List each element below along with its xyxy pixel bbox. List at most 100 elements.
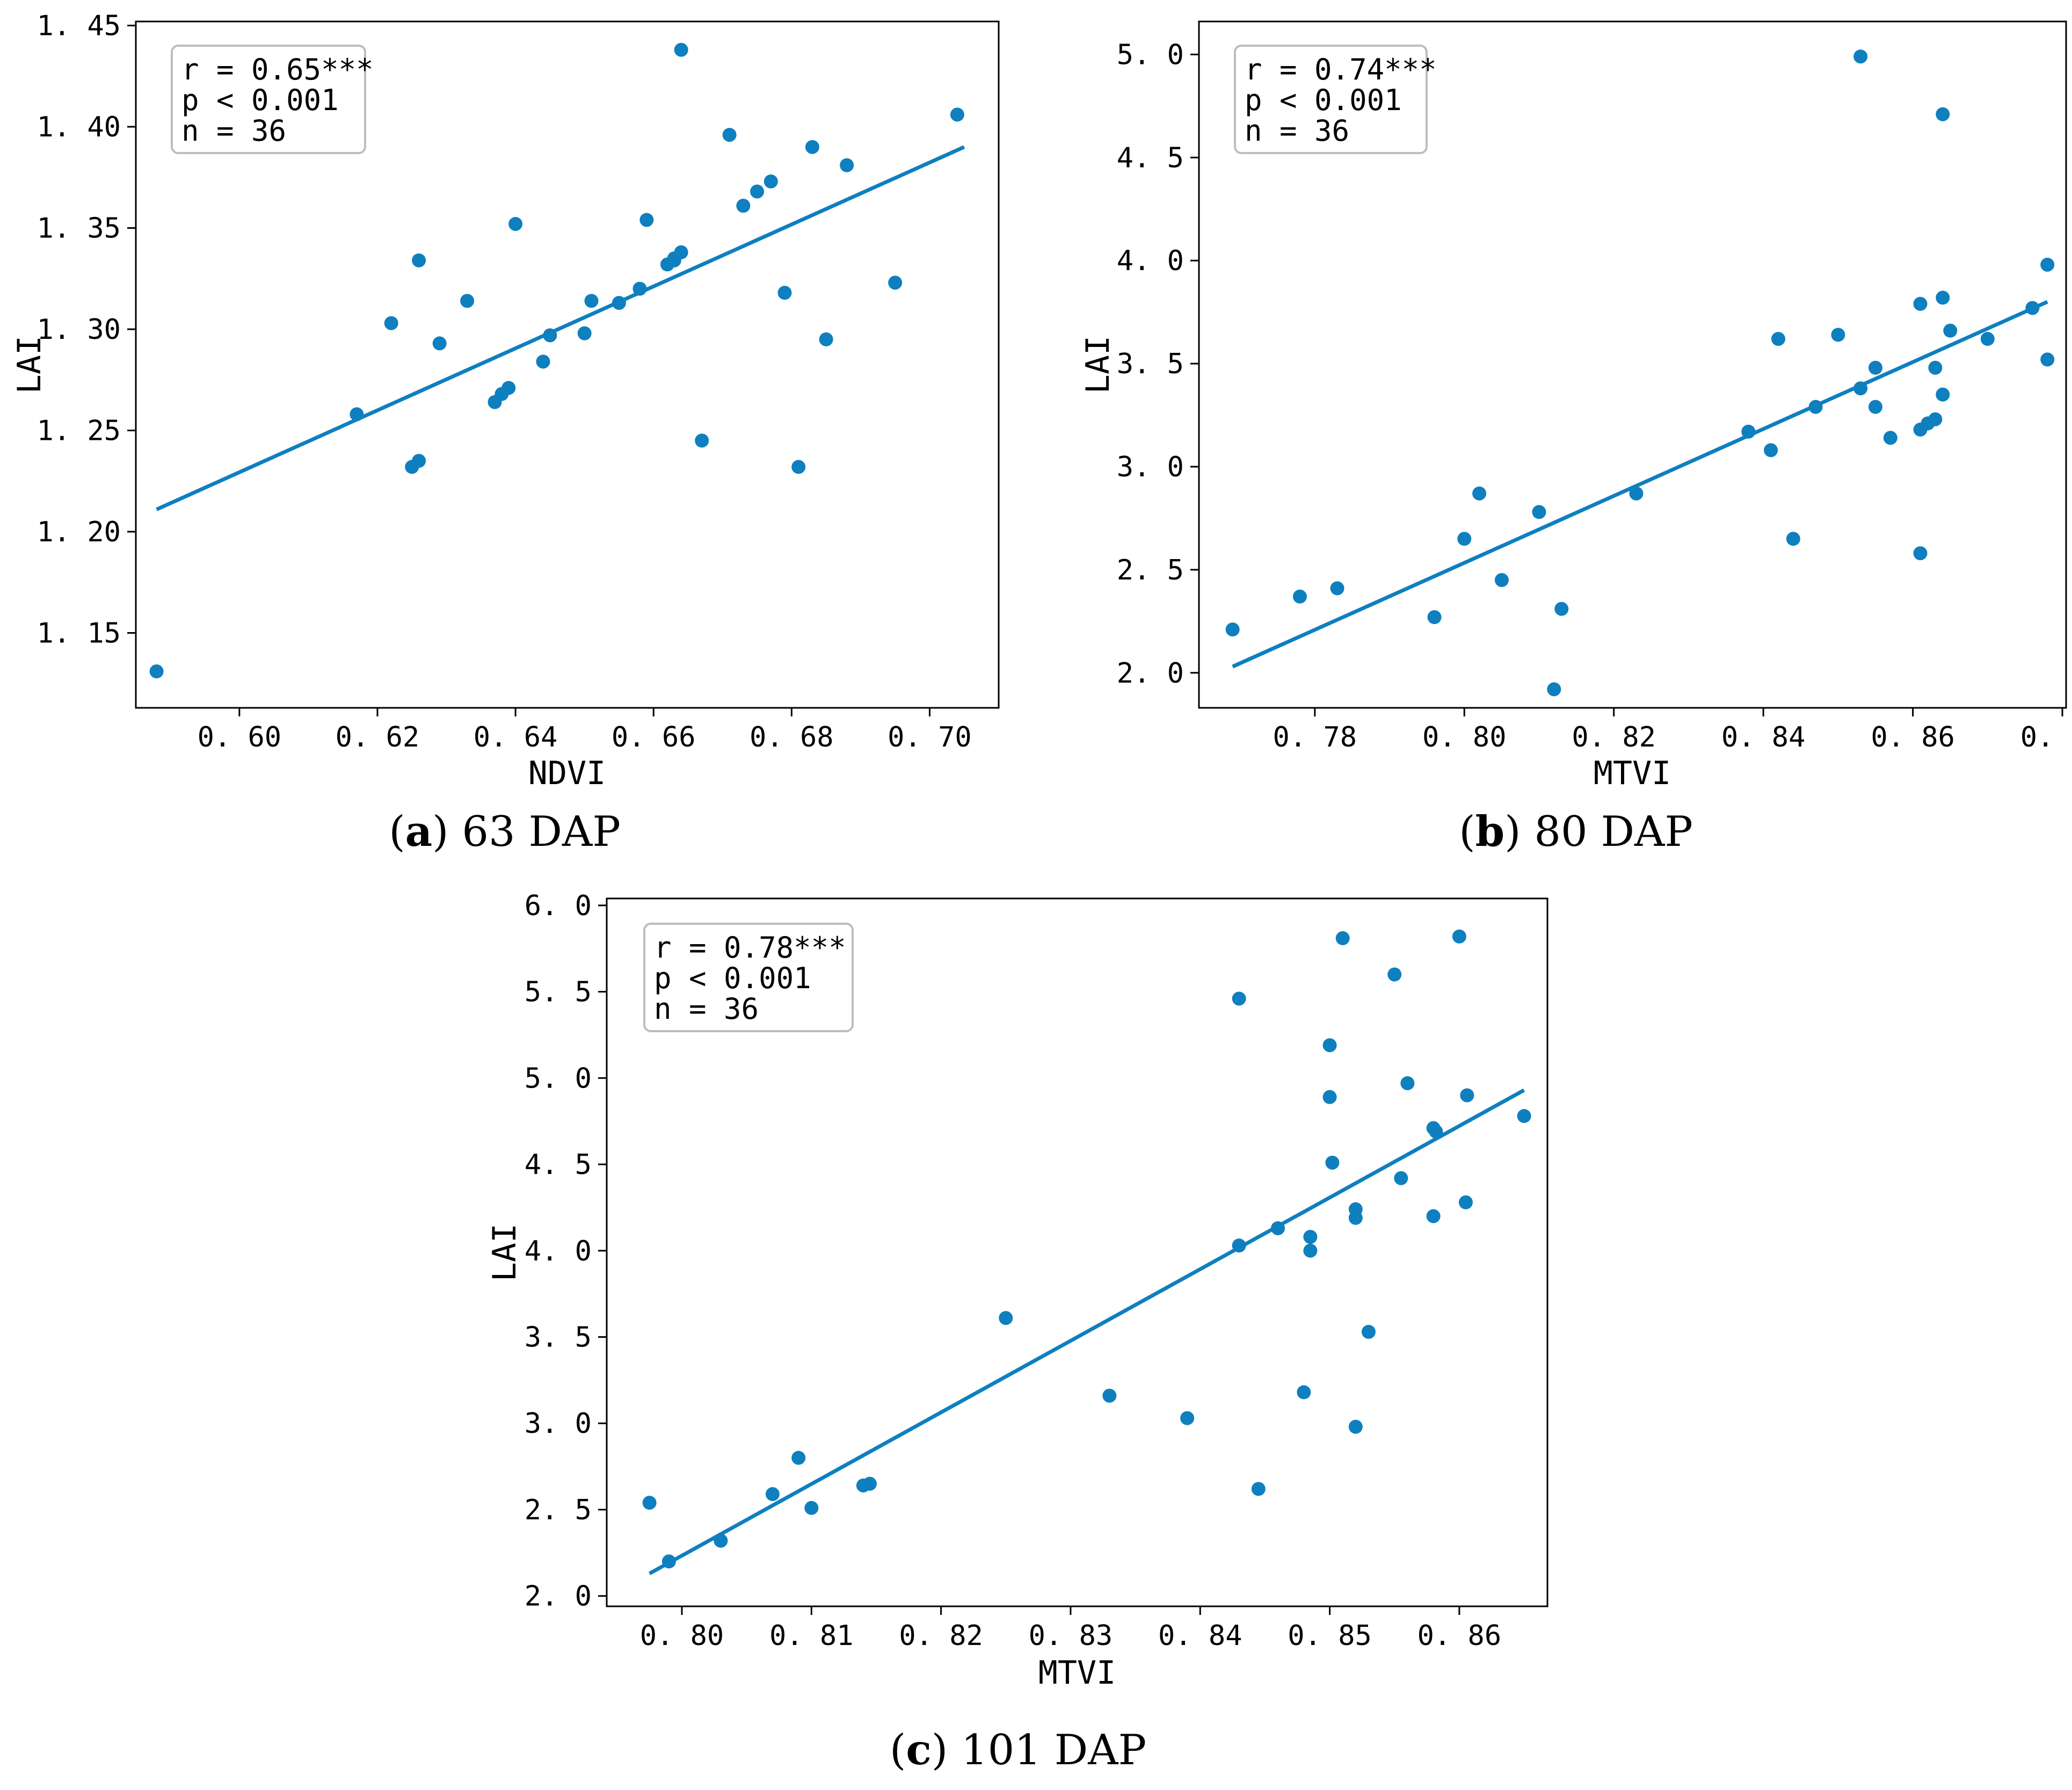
data-point-a-31 bbox=[819, 332, 833, 346]
data-point-c-23 bbox=[1348, 1211, 1363, 1225]
y-tick-label-c-8: 6. 0 bbox=[525, 890, 592, 922]
data-point-a-27 bbox=[764, 174, 778, 189]
fit-line-c bbox=[648, 1088, 1525, 1575]
x-tick-label-b-0: 0. 78 bbox=[1273, 721, 1357, 753]
data-point-c-27 bbox=[1394, 1171, 1408, 1185]
data-point-b-12 bbox=[1764, 443, 1778, 458]
data-point-c-34 bbox=[1460, 1088, 1474, 1103]
x-tick-label-c-2: 0. 82 bbox=[899, 1620, 983, 1652]
legend-c-p: p < 0.001 bbox=[654, 961, 811, 995]
plot-c-area: 0. 80 0. 81 0. 82 0. 83 0. 84 0. 85 0. 86 2. 0 2… bbox=[525, 890, 1531, 1652]
y-tick-label-a-0: 1. 15 bbox=[37, 618, 121, 650]
data-point-c-20 bbox=[1325, 1155, 1340, 1170]
y-tick-label-b-0: 2. 0 bbox=[1117, 657, 1184, 690]
data-point-c-7 bbox=[862, 1476, 877, 1491]
plot-c-frame bbox=[606, 897, 1548, 1607]
x-tick-label-b-5: 0. 88 bbox=[2020, 721, 2072, 753]
legend-b-r: r = 0.74*** bbox=[1245, 53, 1437, 86]
y-tick-label-b-3: 3. 5 bbox=[1117, 348, 1184, 380]
y-tick-label-a-2: 1. 25 bbox=[37, 415, 121, 447]
x-tick-label-a-3: 0. 66 bbox=[612, 721, 696, 753]
data-point-b-0 bbox=[1225, 622, 1240, 637]
legend-a-p: p < 0.001 bbox=[181, 83, 339, 117]
x-tick-label-b-2: 0. 82 bbox=[1572, 721, 1656, 753]
data-point-c-0 bbox=[642, 1496, 657, 1510]
data-point-b-3 bbox=[1427, 610, 1442, 625]
data-point-c-24 bbox=[1348, 1419, 1363, 1434]
data-point-c-12 bbox=[1232, 991, 1246, 1006]
y-tick-label-c-5: 4. 5 bbox=[525, 1149, 592, 1181]
x-axis-title-c: MTVI bbox=[1038, 1654, 1116, 1692]
data-point-a-24 bbox=[722, 128, 737, 142]
data-point-c-18 bbox=[1322, 1090, 1337, 1104]
data-point-c-15 bbox=[1297, 1385, 1311, 1400]
data-point-a-26 bbox=[750, 184, 765, 199]
data-point-c-13 bbox=[1251, 1482, 1266, 1496]
data-point-a-34 bbox=[950, 107, 964, 122]
data-point-b-6 bbox=[1494, 573, 1509, 588]
x-axis-title-a: NDVI bbox=[528, 755, 606, 792]
x-tick-label-c-0: 0. 80 bbox=[640, 1620, 724, 1652]
data-point-c-9 bbox=[1102, 1388, 1117, 1403]
data-point-b-34 bbox=[2040, 352, 2055, 367]
x-axis-title-b: MTVI bbox=[1594, 755, 1671, 792]
data-point-a-4 bbox=[412, 454, 426, 468]
x-tick-label-a-2: 0. 64 bbox=[474, 721, 558, 753]
data-point-c-8 bbox=[999, 1311, 1013, 1325]
data-point-b-35 bbox=[2040, 257, 2055, 272]
y-tick-label-c-1: 2. 5 bbox=[525, 1494, 592, 1526]
legend-c: r = 0.78*** p < 0.001 n = 36 bbox=[643, 923, 854, 1032]
data-point-c-17 bbox=[1303, 1230, 1318, 1244]
data-point-b-32 bbox=[1980, 332, 1995, 346]
plot-b-frame bbox=[1198, 20, 2067, 709]
legend-c-n: n = 36 bbox=[654, 992, 759, 1026]
data-point-b-2 bbox=[1330, 581, 1344, 596]
legend-b: r = 0.74*** p < 0.001 n = 36 bbox=[1234, 45, 1437, 154]
x-tick-label-b-4: 0. 86 bbox=[1871, 721, 1955, 753]
data-point-b-23 bbox=[1913, 546, 1928, 561]
data-point-c-19 bbox=[1322, 1038, 1337, 1053]
x-tick-label-c-5: 0. 85 bbox=[1288, 1620, 1372, 1652]
data-point-b-7 bbox=[1532, 505, 1546, 519]
data-point-c-21 bbox=[1335, 931, 1350, 945]
data-point-a-29 bbox=[791, 460, 806, 474]
data-point-b-19 bbox=[1868, 400, 1882, 414]
data-point-a-33 bbox=[888, 276, 903, 290]
data-point-b-26 bbox=[1928, 412, 1943, 426]
x-tick-label-c-6: 0. 86 bbox=[1417, 1620, 1502, 1652]
panel-c: 0. 80 0. 81 0. 82 0. 83 0. 84 0. 85 0. 86 2. 0 2… bbox=[486, 890, 1548, 1774]
data-point-b-31 bbox=[1943, 323, 1958, 338]
legend-b-box bbox=[1234, 45, 1428, 154]
y-axis-title-b: LAI bbox=[1079, 336, 1117, 394]
y-tick-label-c-3: 3. 5 bbox=[525, 1322, 592, 1354]
caption-c: (c) 101 DAP bbox=[890, 1726, 1146, 1774]
data-point-a-18 bbox=[639, 213, 654, 227]
data-point-c-3 bbox=[765, 1487, 780, 1502]
data-point-b-9 bbox=[1554, 602, 1569, 616]
data-point-b-30 bbox=[1936, 387, 1950, 402]
data-point-a-22 bbox=[674, 42, 688, 57]
x-tick-label-b-1: 0. 80 bbox=[1422, 721, 1507, 753]
data-point-b-10 bbox=[1629, 486, 1644, 501]
x-tick-label-c-3: 0. 83 bbox=[1029, 1620, 1113, 1652]
panel-b: 0. 78 0. 80 0. 82 0. 84 0. 86 0. 88 2. 0 2. 5 3.… bbox=[1079, 20, 2072, 856]
y-axis-title-a: LAI bbox=[11, 336, 48, 394]
y-tick-label-c-6: 5. 0 bbox=[525, 1062, 592, 1095]
plot-a-area: 0. 60 0. 62 0. 64 0. 66 0. 68 0. 70 1. 15 1. 20… bbox=[37, 10, 971, 753]
data-point-a-14 bbox=[577, 326, 592, 340]
y-tick-label-b-2: 3. 0 bbox=[1117, 451, 1184, 483]
y-tick-label-c-7: 5. 5 bbox=[525, 976, 592, 1009]
data-point-a-35 bbox=[667, 253, 681, 267]
data-point-a-11 bbox=[508, 216, 523, 231]
data-point-c-26 bbox=[1387, 967, 1402, 982]
legend-c-box bbox=[643, 923, 854, 1032]
y-tick-label-c-4: 4. 0 bbox=[525, 1235, 592, 1267]
x-tick-label-a-1: 0. 62 bbox=[336, 721, 420, 753]
x-tick-label-c-4: 0. 84 bbox=[1158, 1620, 1242, 1652]
data-point-c-35 bbox=[1517, 1109, 1531, 1124]
y-tick-label-b-1: 2. 5 bbox=[1117, 554, 1184, 586]
data-point-b-18 bbox=[1853, 49, 1868, 64]
data-point-b-20 bbox=[1868, 360, 1882, 375]
